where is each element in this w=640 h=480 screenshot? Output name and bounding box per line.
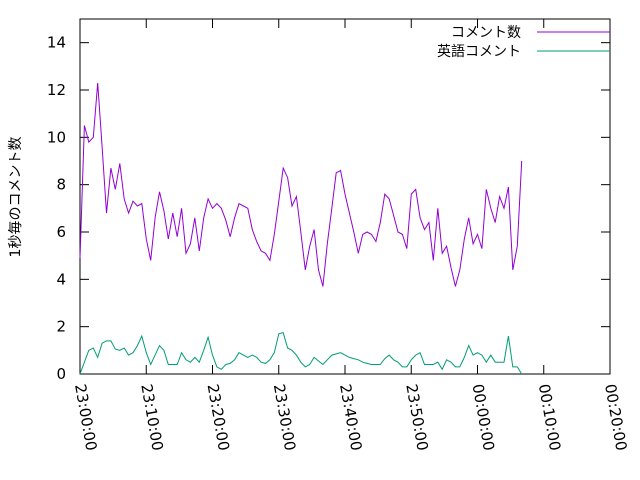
x-tick-label: 00:20:00 [601,383,630,452]
x-tick-label: 23:40:00 [336,383,365,452]
y-axis: 0 2 4 6 8 10 12 14 [47,34,610,383]
x-tick-label: 23:20:00 [204,383,233,452]
series-layer [79,82,523,375]
x-tick-label: 00:00:00 [469,383,498,452]
x-tick-label: 23:30:00 [270,383,299,452]
y-tick-label: 12 [47,81,66,99]
x-tick-label: 00:10:00 [535,383,564,452]
series-line-comments [79,82,523,287]
y-tick-label: 10 [47,128,66,146]
y-tick-label: 0 [56,365,66,383]
legend-label-english-comments: 英語コメント [437,43,521,60]
y-tick-label: 2 [56,318,66,336]
y-tick-label: 8 [56,176,66,194]
y-tick-label: 4 [56,270,66,288]
plot-border [79,18,611,375]
series-line-english-comments [79,331,523,375]
y-tick-label: 14 [47,34,66,52]
y-axis-label: 1秒毎のコメント数 [8,137,24,258]
x-tick-label: 23:50:00 [402,383,431,452]
legend: コメント数 英語コメント [437,25,610,60]
legend-label-comments: コメント数 [451,25,521,41]
plot-area [79,18,611,375]
x-axis: 23:00:00 23:10:00 23:20:00 23:30:00 23:40:00… [71,19,630,452]
x-tick-label: 23:00:00 [71,383,100,452]
y-tick-label: 6 [56,223,66,241]
x-tick-label: 23:10:00 [137,383,166,452]
